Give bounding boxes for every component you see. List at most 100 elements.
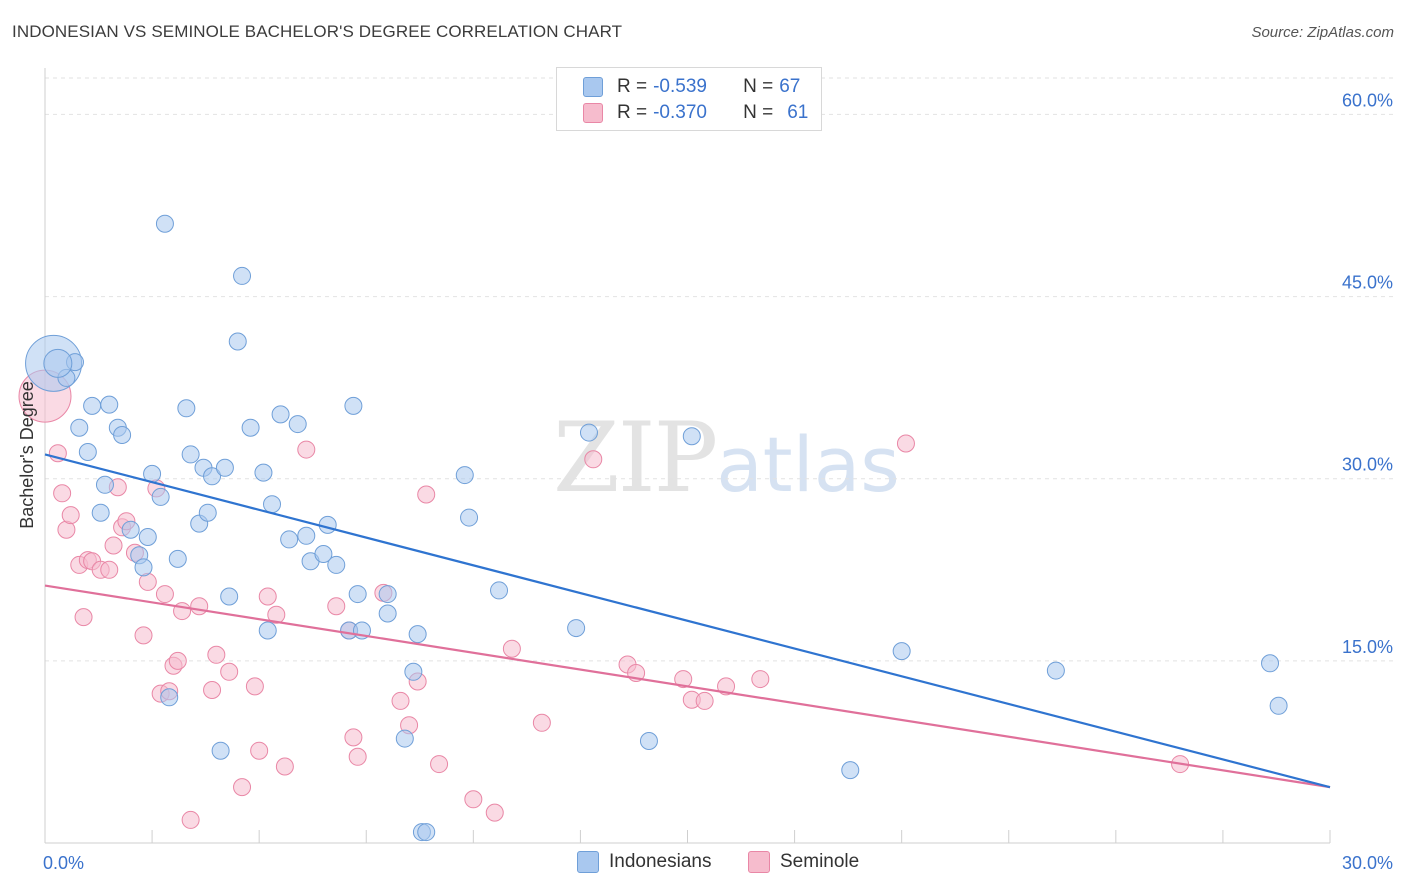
indonesians-trendline (44, 453, 1331, 789)
indonesians-point (892, 642, 911, 661)
seminole-point (502, 639, 521, 658)
bottom-legend-seminole: Seminole (748, 851, 859, 873)
legend-n-value: 67 (779, 76, 801, 97)
indonesians-point (228, 332, 247, 351)
seminole-point (220, 662, 239, 681)
seminole-point (584, 450, 603, 469)
indonesians-point (91, 503, 110, 522)
indonesians-point (233, 266, 252, 285)
seminole-point (134, 626, 153, 645)
seminole-point (344, 728, 363, 747)
indonesians-point (211, 741, 230, 760)
seminole-point (190, 597, 209, 616)
indonesians-point (121, 520, 140, 539)
legend-n-value: 61 (787, 102, 809, 123)
indonesians-point (43, 348, 73, 378)
y-tick-label: 45.0% (1342, 273, 1393, 293)
indonesians-point (151, 487, 170, 506)
indonesians-point (1046, 661, 1065, 680)
legend-swatch-pink (583, 103, 603, 123)
indonesians-point (378, 604, 397, 623)
seminole-point (464, 790, 483, 809)
indonesians-point (417, 823, 436, 842)
seminole-point (207, 645, 226, 664)
x-tick-label: 0.0% (43, 853, 84, 873)
seminole-point (717, 677, 736, 696)
indonesians-points (25, 214, 1288, 842)
indonesians-point (181, 445, 200, 464)
indonesians-point (288, 415, 307, 434)
chart-title: INDONESIAN VS SEMINOLE BACHELOR'S DEGREE… (12, 22, 623, 41)
axes (44, 68, 1331, 844)
seminole-point (348, 747, 367, 766)
legend-swatch-blue (583, 77, 603, 97)
bottom-legend-swatch-blue (577, 851, 599, 873)
indonesians-point (639, 732, 658, 750)
seminole-point (327, 597, 346, 616)
trendlines (44, 453, 1331, 789)
indonesians-point (455, 466, 474, 485)
watermark-atlas: atlas (716, 420, 900, 509)
seminole-trendline (44, 584, 1331, 789)
indonesians-point (841, 761, 860, 780)
indonesians-point (160, 688, 179, 707)
seminole-point (168, 651, 187, 670)
seminole-point (695, 691, 714, 710)
indonesians-point (113, 426, 132, 444)
indonesians-point (254, 463, 273, 482)
indonesians-point (203, 467, 222, 486)
seminole-point (391, 691, 410, 710)
y-tick-label: 30.0% (1342, 455, 1393, 475)
indonesians-point (271, 405, 290, 424)
seminole-point (74, 608, 93, 627)
bottom-legend-indonesians: Indonesians (577, 851, 711, 873)
seminole-point (181, 810, 200, 829)
seminole-point (896, 434, 915, 453)
indonesians-point (460, 508, 479, 527)
indonesians-point (258, 621, 277, 640)
indonesians-point (348, 585, 367, 604)
y-tick-label: 60.0% (1342, 90, 1393, 110)
seminole-point (532, 713, 551, 732)
watermark-zip: ZIP (553, 402, 718, 514)
indonesians-point (395, 729, 414, 748)
source-label: Source: ZipAtlas.com (1251, 24, 1394, 41)
indonesians-point (1269, 696, 1288, 715)
legend-n-label: N = (743, 76, 774, 97)
seminole-point (155, 585, 174, 604)
bottom-legend-label: Seminole (780, 851, 860, 872)
indonesians-point (682, 427, 701, 446)
indonesians-point (155, 214, 174, 233)
seminole-point (275, 757, 294, 776)
indonesians-point (490, 581, 509, 600)
seminole-point (297, 440, 316, 459)
seminole-point (485, 803, 504, 822)
watermark: ZIPatlas (553, 402, 900, 514)
seminole-point (61, 506, 80, 525)
legend-n-label: N = (743, 102, 774, 123)
indonesians-point (344, 396, 363, 415)
indonesians-point (215, 458, 234, 477)
seminole-point (250, 741, 269, 760)
indonesians-point (567, 619, 586, 638)
y-axis-title: Bachelor's Degree (17, 381, 37, 529)
indonesians-point (70, 418, 89, 437)
legend-r-value: -0.539 (653, 76, 707, 97)
indonesians-point (138, 528, 157, 546)
indonesians-point (1261, 654, 1280, 673)
indonesians-point (314, 545, 333, 563)
seminole-point (104, 536, 123, 555)
indonesians-point (327, 555, 346, 574)
bottom-legend-swatch-pink (748, 851, 770, 873)
indonesians-point (318, 515, 337, 534)
legend-row-indonesians: R = -0.539 N = 67 (583, 75, 800, 99)
seminole-point (674, 670, 693, 689)
indonesians-point (168, 549, 187, 568)
indonesians-point (177, 399, 196, 418)
axis-labels: 15.0% 30.0% 45.0% 60.0% 0.0% 30.0% Bachelor's … (17, 90, 1393, 873)
legend-r-value: -0.370 (653, 102, 707, 123)
seminole-point (233, 778, 252, 797)
seminole-point (751, 670, 770, 689)
correlation-legend: R = -0.539 N = 67 R = -0.370 N = 61 (556, 67, 822, 131)
